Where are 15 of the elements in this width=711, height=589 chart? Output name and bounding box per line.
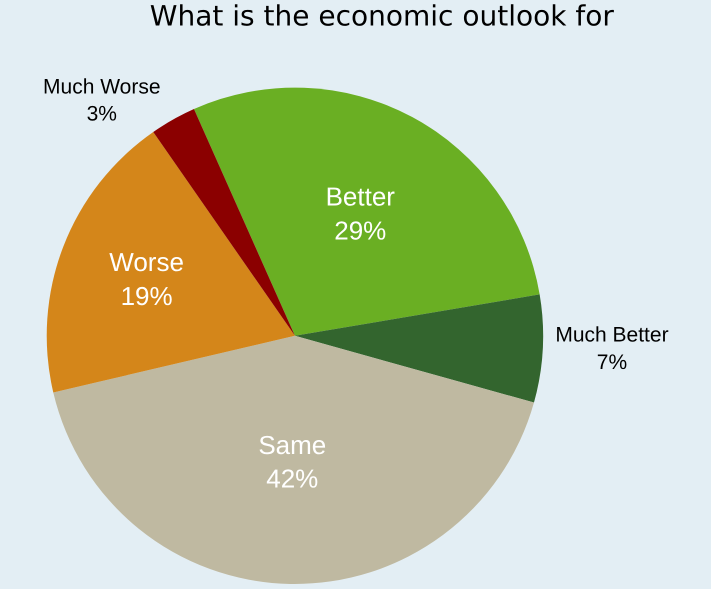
data-label: 19%	[120, 280, 173, 311]
slice-label: Same	[258, 430, 326, 460]
pie-slice	[194, 88, 540, 336]
pie-slice	[294, 294, 543, 403]
pie-slice	[53, 336, 534, 584]
data-label: 42%	[266, 464, 318, 494]
data-label: 29%	[334, 216, 386, 246]
slice-label: Better	[326, 182, 396, 212]
slice-label: Much Better	[555, 324, 669, 347]
data-label: 3%	[86, 102, 117, 126]
data-label: 7%	[596, 351, 628, 374]
pie-slice	[46, 132, 295, 392]
slice-label: Much Worse	[43, 75, 161, 98]
slice-label: Worse	[109, 246, 184, 277]
chart-title: What is the economic outlook for	[150, 0, 614, 32]
